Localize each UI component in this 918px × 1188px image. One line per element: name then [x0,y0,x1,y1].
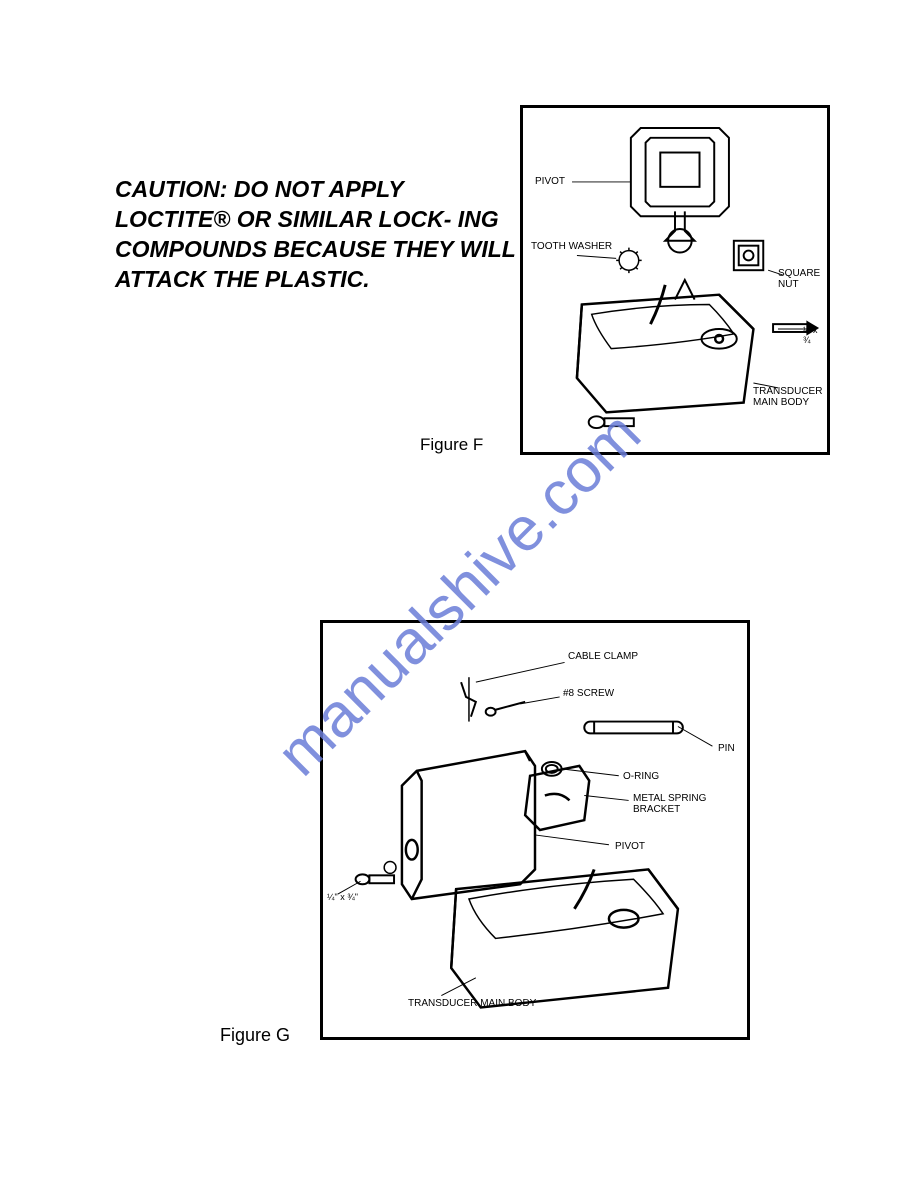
label-transducer-f: TRANSDUCER MAIN BODY [753,386,827,408]
figure-f-diagram: PIVOT TOOTH WASHER SQUARE NUT ¼ x ¾ TRAN… [520,105,830,455]
caution-text: CAUTION: DO NOT APPLY LOCTITE® OR SIMILA… [115,175,520,295]
label-bolt-spec-f: ¼ x ¾ [803,326,827,346]
label-tooth-washer: TOOTH WASHER [531,241,612,252]
label-metal-spring: METAL SPRING BRACKET [633,793,747,815]
label-pin: PIN [718,743,735,754]
label-pivot-g: PIVOT [615,841,645,852]
label-cable-clamp: CABLE CLAMP [568,651,638,662]
label-screw: #8 SCREW [563,688,614,699]
figure-g-svg [323,623,747,1037]
label-square-nut: SQUARE NUT [778,268,827,290]
label-bolt-spec-g: ¼" x ¾" [327,893,358,903]
label-pivot-f: PIVOT [535,176,565,187]
figure-g-diagram: CABLE CLAMP #8 SCREW PIN O-RING METAL SP… [320,620,750,1040]
figure-f-label: Figure F [420,435,483,455]
figure-g-label: Figure G [220,1025,290,1046]
label-transducer-g: TRANSDUCER MAIN BODY [408,998,536,1009]
label-o-ring: O-RING [623,771,659,782]
